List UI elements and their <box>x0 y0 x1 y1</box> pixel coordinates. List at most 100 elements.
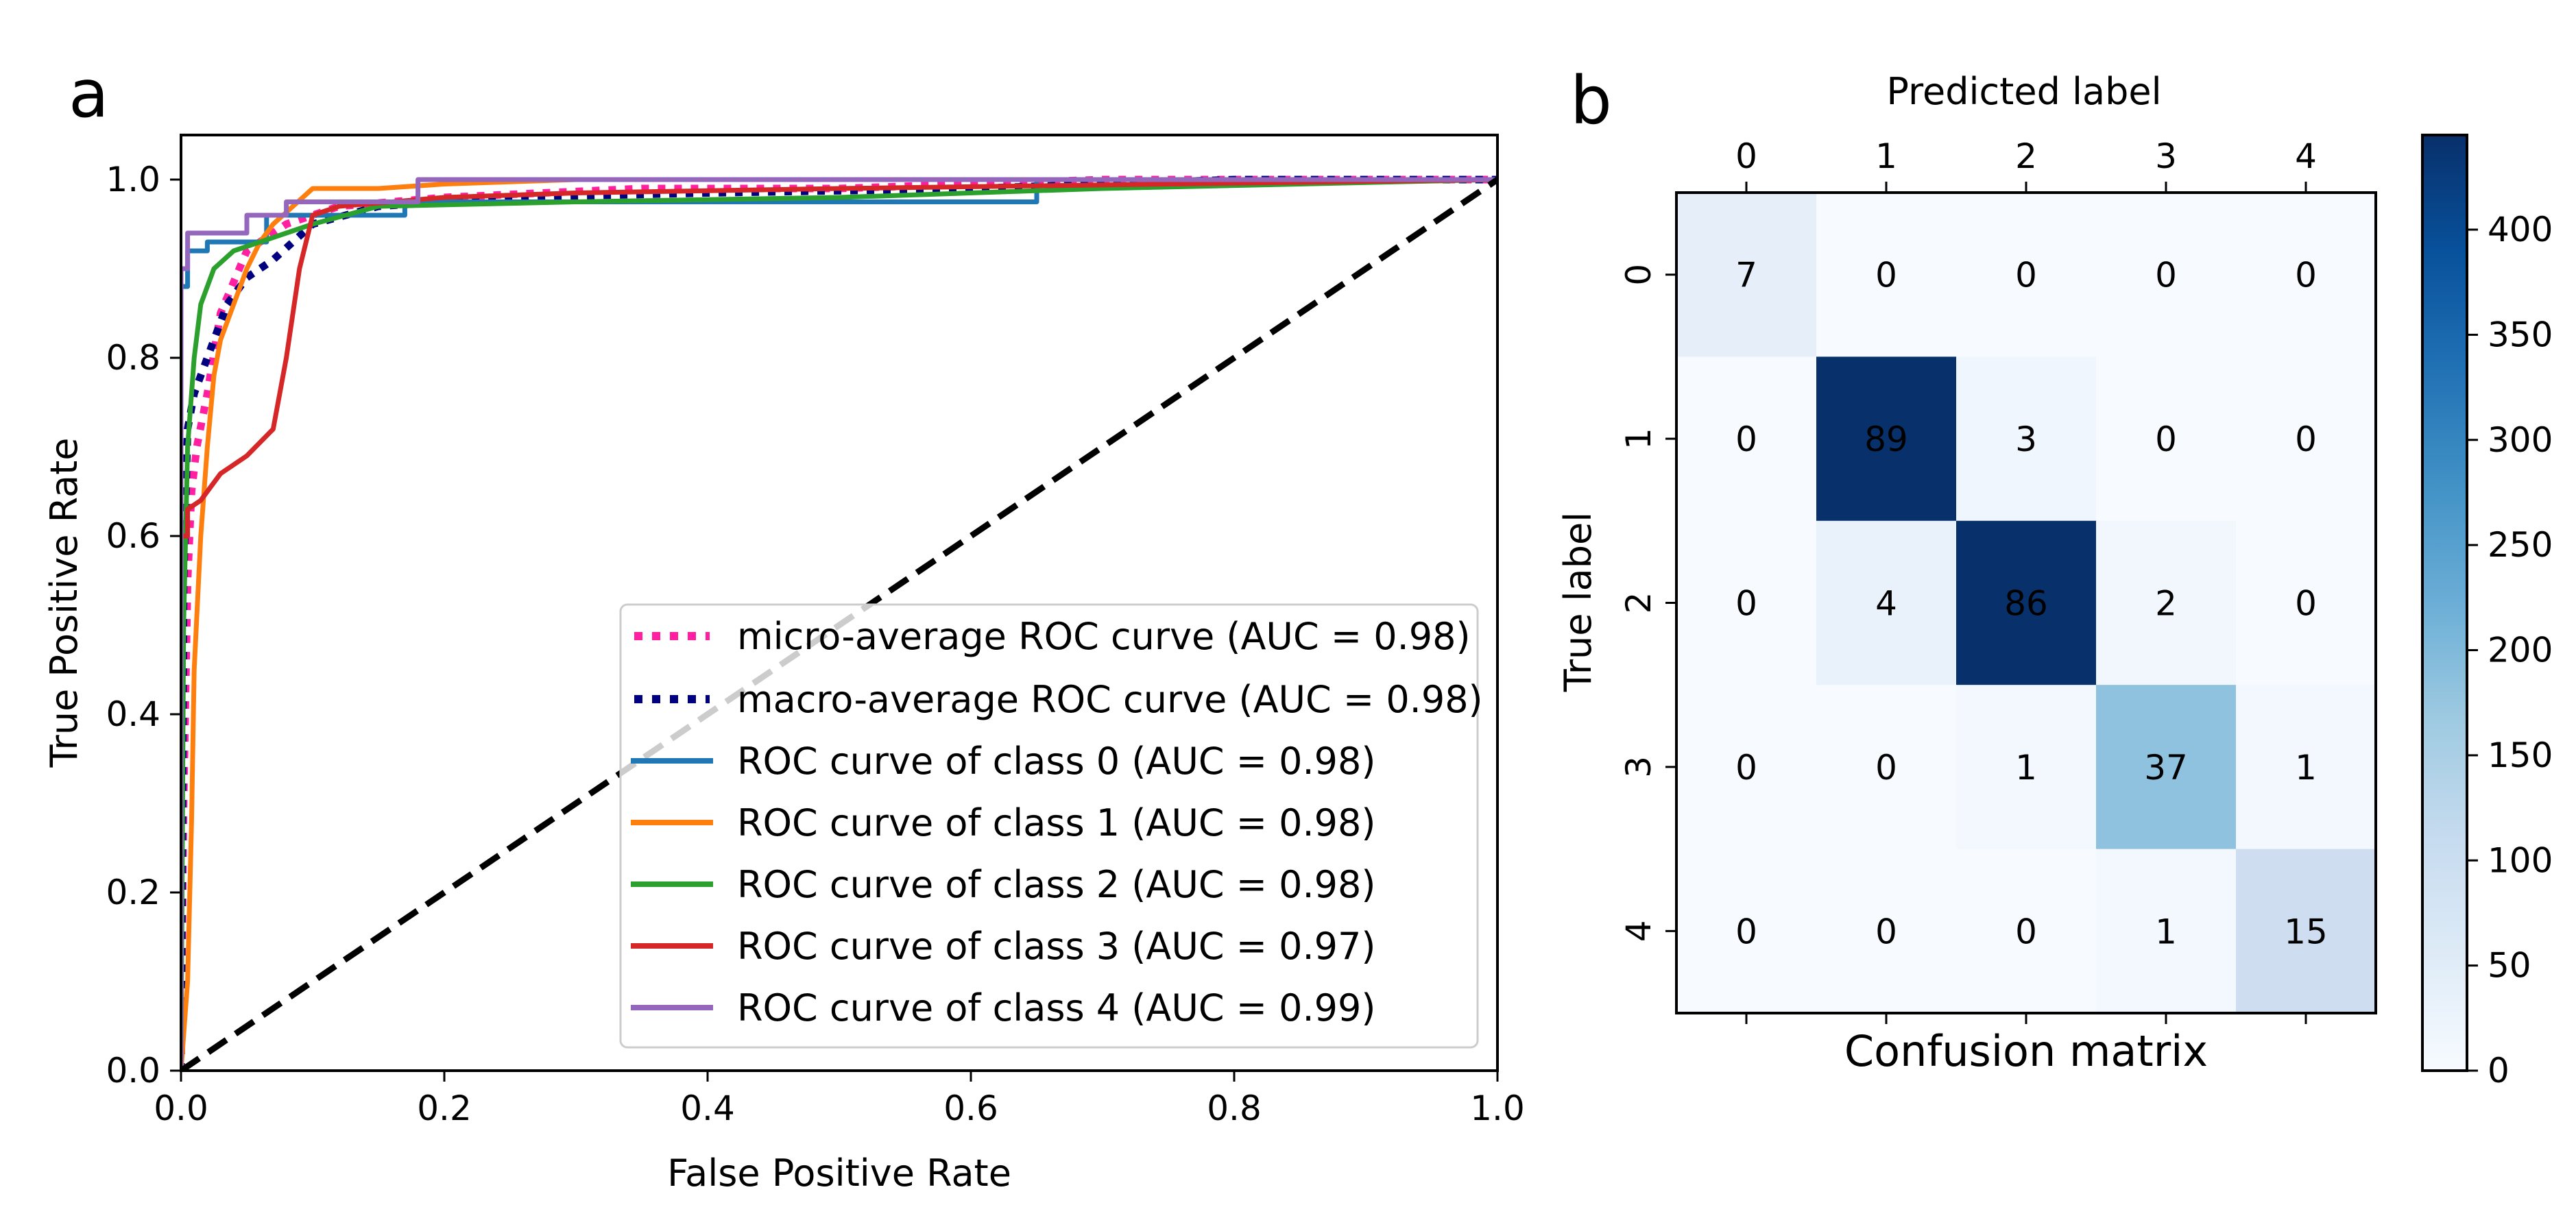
cm-cell <box>1676 356 1817 522</box>
cm-y-tick-label: 1 <box>1619 428 1659 450</box>
panel-a-letter: a <box>69 56 109 132</box>
colorbar-tick-label: 0 <box>2488 1051 2509 1091</box>
cm-y-tick-label: 4 <box>1619 920 1659 942</box>
cm-cell <box>1956 849 2097 1014</box>
roc-y-tick-label: 0.8 <box>106 338 160 378</box>
roc-y-tick-label: 0.0 <box>106 1051 160 1091</box>
cm-cell-value: 0 <box>2155 419 2177 459</box>
roc-x-tick-label: 0.4 <box>680 1088 735 1128</box>
colorbar-gradient <box>2421 134 2468 1072</box>
cm-cell-value: 0 <box>2015 256 2037 295</box>
cm-cell-value: 0 <box>1875 256 1897 295</box>
cm-x-tick-label: 1 <box>1875 136 1897 176</box>
legend-box <box>619 603 1479 1049</box>
cm-cell-value: 3 <box>2015 419 2037 459</box>
panel-b-letter: b <box>1570 62 1612 139</box>
cm-cell <box>1816 849 1957 1014</box>
legend-label-class-3: ROC curve of class 3 (AUC = 0.97) <box>737 925 1375 968</box>
legend-label-micro-average: micro-average ROC curve (AUC = 0.98) <box>737 615 1471 658</box>
roc-x-tick-label: 0.8 <box>1207 1088 1262 1128</box>
cm-y-tick-label: 3 <box>1619 756 1659 778</box>
cm-cell-value: 4 <box>1875 584 1897 624</box>
cm-cell <box>1816 356 1957 522</box>
roc-legend: micro-average ROC curve (AUC = 0.98) mac… <box>619 603 1483 1049</box>
cm-cell-value: 0 <box>1875 748 1897 788</box>
cm-x-tick-label: 3 <box>2155 136 2177 176</box>
cm-y-tick-label: 0 <box>1619 264 1659 286</box>
cm-cell-value: 1 <box>2015 748 2037 788</box>
cm-cell-value: 15 <box>2284 912 2328 951</box>
cm-cell-value: 0 <box>2155 256 2177 295</box>
cm-cell-value: 0 <box>1735 584 1757 624</box>
colorbar-tick-label: 150 <box>2488 735 2553 775</box>
cm-x-tick-label: 2 <box>2015 136 2037 176</box>
roc-x-axis-label: False Positive Rate <box>667 1152 1011 1195</box>
roc-series-line-0 <box>181 175 1497 1071</box>
roc-x-ticks: 0.0 0.2 0.4 0.6 0.8 1.0 <box>154 1071 1525 1128</box>
cm-cell-value: 86 <box>2004 584 2048 624</box>
cm-y-axis-label: True label <box>1556 512 1600 692</box>
roc-y-tick-label: 1.0 <box>106 160 160 199</box>
roc-series-line-3 <box>181 177 1497 1071</box>
cm-cell <box>2236 520 2376 685</box>
colorbar-tick-label: 250 <box>2488 525 2553 565</box>
legend-label-macro-average: macro-average ROC curve (AUC = 0.98) <box>737 678 1483 721</box>
cm-cell <box>1956 685 2097 850</box>
cm-cell-value: 0 <box>1735 748 1757 788</box>
cm-cell <box>1676 520 1817 685</box>
roc-y-tick-label: 0.4 <box>106 694 160 734</box>
roc-chart: 0.0 0.2 0.4 0.6 0.8 1.0 0.0 0.2 0.4 0.6 0.8 1.0 Fa… <box>43 134 1525 1195</box>
cm-cell <box>1956 356 2097 522</box>
cm-cell <box>1676 193 1817 357</box>
roc-series-line-6 <box>181 177 1497 1071</box>
roc-y-tick-label: 0.6 <box>106 516 160 556</box>
roc-x-tick-label: 1.0 <box>1470 1088 1525 1128</box>
colorbar-ticks: 0 50 100 150 200 250 300 350 400 <box>2467 210 2553 1091</box>
roc-y-ticks: 0.0 0.2 0.4 0.6 0.8 1.0 <box>106 160 181 1091</box>
colorbar-tick-label: 400 <box>2488 210 2553 250</box>
cm-x-tick-label: 0 <box>1735 136 1757 176</box>
cm-cell <box>1956 520 2097 685</box>
cm-cell <box>1676 849 1817 1014</box>
colorbar-tick-label: 100 <box>2488 840 2553 880</box>
cm-cell <box>2236 685 2376 850</box>
roc-series-line-5 <box>181 177 1497 1071</box>
cm-cell-value: 2 <box>2155 584 2177 624</box>
cm-cell <box>2096 685 2237 850</box>
colorbar-tick-label: 350 <box>2488 315 2553 354</box>
roc-x-tick-label: 0.2 <box>417 1088 472 1128</box>
legend-label-class-4: ROC curve of class 4 (AUC = 0.99) <box>737 986 1375 1030</box>
cm-cell-value: 1 <box>2295 748 2317 788</box>
colorbar-tick-label: 200 <box>2488 631 2553 670</box>
cm-x-tick-label: 4 <box>2295 136 2317 176</box>
cm-x-axis-label: Predicted label <box>1886 70 2161 113</box>
roc-y-tick-label: 0.2 <box>106 873 160 912</box>
colorbar-tick-label: 50 <box>2488 946 2531 986</box>
cm-cells: 7 0 0 0 0 0 89 3 0 0 0 4 86 2 0 0 0 1 37 1 0 0 0 1 15 <box>1676 193 2376 1014</box>
roc-x-tick-label: 0.0 <box>154 1088 208 1128</box>
roc-x-tick-label: 0.6 <box>943 1088 998 1128</box>
cm-cell-value: 0 <box>1735 419 1757 459</box>
roc-y-axis-label: True Positive Rate <box>43 437 86 768</box>
colorbar: 0 50 100 150 200 250 300 350 400 <box>2421 134 2553 1091</box>
cm-cell-value: 1 <box>2155 912 2177 951</box>
cm-cell <box>2236 849 2376 1014</box>
cm-cell <box>2096 520 2237 685</box>
cm-cell-value: 89 <box>1864 419 1908 459</box>
cm-y-ticks: 0 1 2 3 4 <box>1619 264 1676 942</box>
cm-cell-value: 0 <box>2295 256 2317 295</box>
cm-cell-value: 0 <box>2295 584 2317 624</box>
cm-cell <box>2096 193 2237 357</box>
cm-y-tick-label: 2 <box>1619 592 1659 614</box>
cm-cell <box>1816 685 1957 850</box>
legend-label-class-1: ROC curve of class 1 (AUC = 0.98) <box>737 801 1375 844</box>
cm-cell <box>1816 520 1957 685</box>
legend-label-class-2: ROC curve of class 2 (AUC = 0.98) <box>737 863 1375 906</box>
roc-plot-frame <box>180 134 1499 1072</box>
cm-cell-value: 0 <box>1875 912 1897 951</box>
colorbar-tick-label: 300 <box>2488 420 2553 460</box>
cm-cell-value: 37 <box>2144 748 2188 788</box>
cm-cell <box>2236 356 2376 522</box>
cm-cell <box>2096 849 2237 1014</box>
